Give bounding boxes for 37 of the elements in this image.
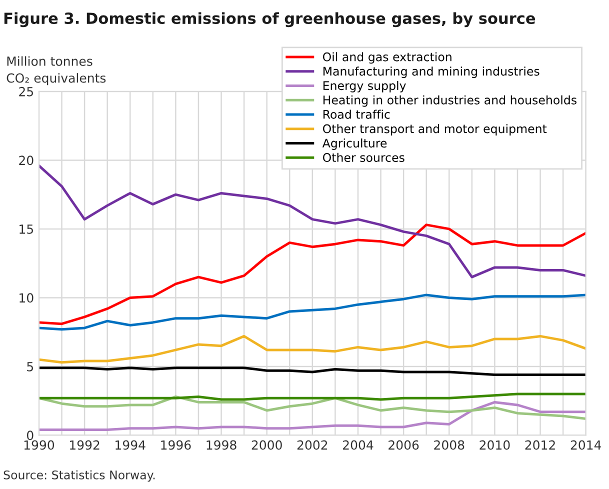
line-series	[38, 400, 586, 431]
legend-label: Oil and gas extraction	[322, 52, 452, 64]
x-tick-label: 2008	[434, 440, 464, 450]
legend-label: Road traffic	[323, 110, 390, 119]
x-tick-label: 2014	[570, 440, 602, 450]
line-series	[38, 164, 586, 278]
line-series	[38, 294, 586, 331]
y-tick-label: 25	[19, 86, 34, 96]
x-tick-label: 2002	[297, 440, 328, 450]
x-tick-label: 2012	[525, 440, 555, 450]
y-tick-label: 20	[19, 156, 34, 166]
x-tick-label: 1990	[24, 440, 54, 450]
source-note: Source: Statistics Norway.	[4, 470, 155, 482]
y-axis-title: Million tonnes CO₂ equivalents	[6, 56, 106, 86]
y-tick-label: 10	[20, 293, 34, 303]
line-series	[38, 395, 586, 420]
x-tick-label: 2004	[343, 440, 374, 450]
y-tick-label: 15	[20, 224, 34, 234]
y-tick-label: 5	[27, 362, 34, 372]
x-tick-label: 2010	[480, 440, 510, 450]
legend-label: Agriculture	[322, 138, 387, 150]
legend-label: Other transport and motor equipment	[322, 124, 547, 136]
legend-label: Energy supply	[323, 80, 406, 92]
line-series	[38, 366, 586, 376]
x-tick-label: 2000	[252, 440, 282, 450]
line-series	[38, 224, 586, 326]
legend-label: Manufacturing and mining industries	[323, 66, 540, 78]
chart-title: Figure 3. Domestic emissions of greenhouse gases, by source	[4, 12, 536, 28]
x-tick-label: 1996	[161, 440, 191, 450]
line-series	[38, 334, 586, 364]
x-tick-label: 2006	[388, 440, 419, 450]
x-tick-label: 1994	[116, 440, 146, 450]
legend-label: Heating in other industries and households	[323, 95, 576, 107]
x-tick-label: 1998	[206, 440, 236, 450]
y-tick-label: 0	[26, 430, 34, 440]
x-tick-label: 1992	[70, 440, 100, 450]
legend-label: Other sources	[322, 152, 404, 162]
